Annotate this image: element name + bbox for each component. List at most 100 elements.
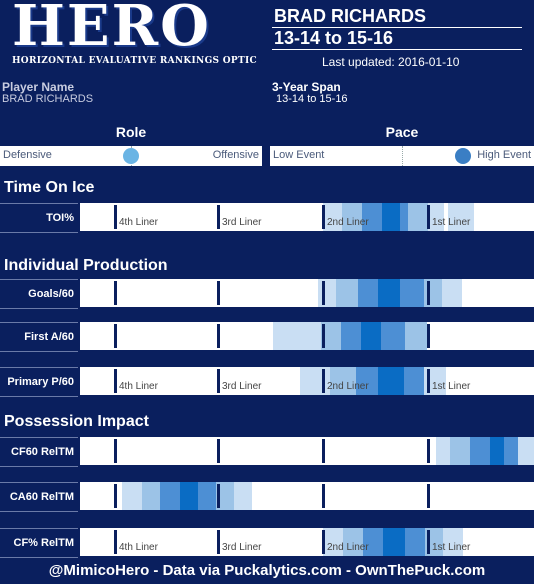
tier-label: 3rd Liner [222, 542, 262, 553]
pace-title: Pace [385, 124, 419, 140]
player-name-value: BRAD RICHARDS [2, 93, 94, 105]
tier-label: 2nd Liner [327, 217, 369, 228]
tier-label: 1st Liner [432, 217, 471, 228]
metric-label: CF% RelTM [0, 528, 78, 558]
role-right-label: Offensive [212, 149, 259, 161]
metric-label: First A/60 [0, 322, 78, 352]
distribution-band [362, 203, 382, 231]
tier-divider [114, 530, 117, 554]
section-title: Possession Impact [4, 413, 149, 430]
distribution-band [122, 482, 142, 510]
distribution-band [450, 437, 470, 465]
tier-divider [322, 369, 325, 393]
tier-label: 2nd Liner [327, 542, 369, 553]
distribution-band [382, 203, 400, 231]
distribution-band [321, 322, 343, 350]
metric-label: Goals/60 [0, 279, 78, 309]
role-scale: Defensive Offensive [0, 146, 262, 166]
distribution-band [356, 367, 378, 395]
tier-label: 1st Liner [432, 542, 471, 553]
distribution-band [142, 482, 160, 510]
distribution-band [216, 482, 234, 510]
cf60-bar [80, 437, 534, 465]
tier-divider [114, 369, 117, 393]
tier-divider [217, 281, 220, 305]
span-label: 3-Year Span [272, 80, 341, 94]
tier-divider [427, 484, 430, 508]
tier-divider [322, 530, 325, 554]
pace-scale: Low Event High Event [270, 146, 534, 166]
tier-divider [322, 324, 325, 348]
distribution-band [318, 279, 338, 307]
distribution-band [323, 528, 343, 556]
tier-divider [322, 484, 325, 508]
tier-divider [114, 439, 117, 463]
tier-divider [427, 439, 430, 463]
cf-pct-bar: 4th Liner 3rd Liner 2nd Liner 1st Liner [80, 528, 534, 556]
tier-divider [114, 484, 117, 508]
tier-divider [114, 281, 117, 305]
role-indicator [123, 148, 139, 164]
toi-bar: 4th Liner 3rd Liner 2nd Liner 1st Liner [80, 203, 534, 231]
pace-indicator [455, 148, 471, 164]
tier-divider [322, 439, 325, 463]
distribution-band [504, 437, 518, 465]
player-title: BRAD RICHARDS [274, 6, 426, 26]
distribution-band [160, 482, 180, 510]
distribution-band [442, 279, 462, 307]
distribution-band [378, 367, 404, 395]
span-value: 13-14 to 15-16 [276, 93, 348, 105]
distribution-band [273, 322, 321, 350]
distribution-band [381, 322, 405, 350]
metric-label: CF60 RelTM [0, 437, 78, 467]
pace-midline [402, 146, 403, 166]
distribution-band [342, 203, 362, 231]
tier-divider [114, 205, 117, 229]
tier-divider [427, 205, 430, 229]
distribution-band [234, 482, 252, 510]
tier-divider [217, 530, 220, 554]
hero-logo: HERO [12, 0, 211, 59]
metric-label: TOI% [0, 203, 78, 233]
distribution-band [428, 203, 444, 231]
primary-points-bar: 4th Liner 3rd Liner 2nd Liner 1st Liner [80, 367, 534, 395]
tier-divider [217, 324, 220, 348]
distribution-band [405, 322, 427, 350]
tier-divider [427, 530, 430, 554]
distribution-band [448, 203, 474, 231]
tier-divider [427, 369, 430, 393]
tier-label: 3rd Liner [222, 381, 262, 392]
distribution-band [358, 279, 378, 307]
title-divider [272, 49, 522, 50]
tier-divider [322, 281, 325, 305]
tier-divider [217, 484, 220, 508]
distribution-band [408, 203, 428, 231]
span-title: 13-14 to 15-16 [274, 28, 394, 48]
distribution-band [180, 482, 198, 510]
distribution-band [518, 437, 534, 465]
role-title: Role [115, 124, 147, 140]
tier-divider [217, 439, 220, 463]
title-divider [272, 27, 522, 28]
logo-subtitle: HORIZONTAL EVALUATIVE RANKINGS OPTIC [12, 56, 257, 66]
distribution-band [330, 367, 356, 395]
distribution-band [378, 279, 400, 307]
tier-label: 2nd Liner [327, 381, 369, 392]
tier-divider [427, 324, 430, 348]
distribution-band [336, 279, 358, 307]
tier-divider [322, 205, 325, 229]
distribution-band [400, 203, 408, 231]
distribution-band [490, 437, 504, 465]
distribution-band [300, 367, 330, 395]
tier-label: 4th Liner [119, 381, 158, 392]
role-left-label: Defensive [3, 149, 52, 161]
distribution-band [443, 528, 463, 556]
tier-divider [427, 281, 430, 305]
tier-label: 4th Liner [119, 217, 158, 228]
goals-bar [80, 279, 534, 307]
metric-label: CA60 RelTM [0, 482, 78, 512]
pace-right-label: High Event [477, 149, 531, 161]
tier-label: 4th Liner [119, 542, 158, 553]
distribution-band [363, 528, 383, 556]
distribution-band [400, 279, 424, 307]
